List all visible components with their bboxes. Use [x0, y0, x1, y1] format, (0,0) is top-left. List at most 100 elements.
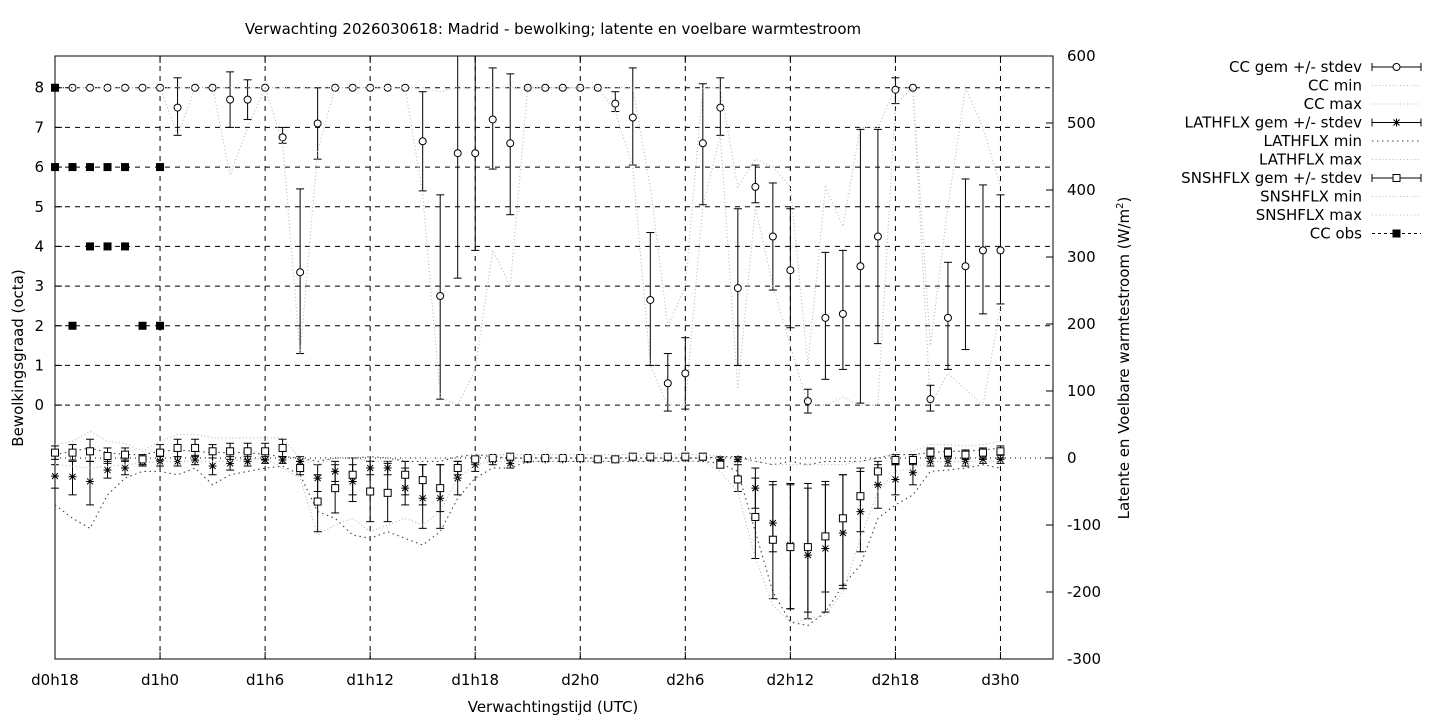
cc-gem-stdev-point [961, 262, 970, 271]
cc-gem-stdev-point [646, 295, 655, 304]
series-line-lathflx-min [54, 460, 1001, 627]
snshflx-gem-stdev-point [156, 448, 165, 457]
x-tick-label: d2h6 [666, 671, 704, 689]
snshflx-gem-stdev-point [366, 487, 375, 496]
snshflx-gem-stdev-point [173, 443, 182, 452]
snshflx-gem-stdev-point [103, 451, 112, 460]
x-axis-label: Verwachtingstijd (UTC) [468, 698, 639, 716]
snshflx-gem-stdev-point [348, 470, 357, 479]
lathflx-gem-stdev-point [103, 466, 112, 475]
snshflx-gem-stdev-point [803, 543, 812, 552]
lathflx-gem-stdev-point [86, 477, 95, 486]
lathflx-gem-stdev-point [978, 455, 987, 464]
cc-gem-stdev-point [173, 103, 182, 112]
lathflx-gem-stdev-point [506, 459, 515, 468]
cc-obs-point [138, 321, 147, 330]
cc-gem-stdev-point [873, 232, 882, 241]
legend-swatch-marker [1392, 118, 1401, 127]
y-tick-label-right: 0 [1067, 449, 1077, 467]
y-tick-label-left: 2 [34, 317, 44, 335]
y-axis-label-left: Bewolkingsgraad (octa) [9, 269, 27, 446]
cc-gem-stdev-point [628, 113, 637, 122]
cc-obs-point [68, 321, 77, 330]
x-tick-label: d0h18 [31, 671, 79, 689]
cc-obs-point [156, 163, 165, 172]
legend-label: LATHFLX max [1259, 151, 1362, 169]
cc-gem-stdev-point [541, 83, 550, 92]
cc-gem-stdev-point [698, 139, 707, 148]
cc-gem-stdev-point [576, 83, 585, 92]
plot-series [51, 55, 1005, 627]
cc-obs-point [86, 163, 95, 172]
cc-gem-stdev-point [768, 232, 777, 241]
snshflx-gem-stdev-point [191, 443, 200, 452]
lathflx-gem-stdev-point [68, 472, 77, 481]
cc-gem-stdev-point [821, 313, 830, 322]
snshflx-gem-stdev-point [768, 535, 777, 544]
cc-gem-stdev-point [436, 292, 445, 301]
snshflx-gem-stdev-point [733, 475, 742, 484]
legend-label: SNSHFLX max [1256, 206, 1362, 224]
cc-gem-stdev-point [611, 99, 620, 108]
cc-gem-stdev-point [453, 149, 462, 158]
snshflx-gem-stdev-point [401, 470, 410, 479]
cc-gem-stdev-point [856, 262, 865, 271]
snshflx-gem-stdev-point [751, 512, 760, 521]
lathflx-gem-stdev-point [908, 468, 917, 477]
snshflx-gem-stdev-point [716, 460, 725, 469]
cc-gem-stdev-point [908, 83, 917, 92]
lathflx-gem-stdev-point [243, 457, 252, 466]
snshflx-gem-stdev-point [856, 492, 865, 501]
x-tick-label: d1h12 [346, 671, 394, 689]
cc-obs-point [103, 163, 112, 172]
snshflx-gem-stdev-point [121, 450, 130, 459]
snshflx-gem-stdev-point [506, 452, 515, 461]
x-tick-label: d1h18 [451, 671, 499, 689]
snshflx-gem-stdev-point [978, 448, 987, 457]
snshflx-gem-stdev-point [296, 464, 305, 473]
y-tick-label-right: 600 [1067, 47, 1096, 65]
snshflx-gem-stdev-point [523, 454, 532, 462]
cc-gem-stdev-point [926, 395, 935, 404]
lathflx-gem-stdev-point [716, 455, 725, 464]
y-tick-label-right: -100 [1067, 516, 1101, 534]
snshflx-gem-stdev-point [331, 484, 340, 493]
y-tick-label-left: 5 [34, 198, 44, 216]
snshflx-gem-stdev-point [453, 464, 462, 473]
y-tick-label-left: 7 [34, 118, 44, 136]
snshflx-gem-stdev-point [646, 452, 655, 461]
cc-obs-point [156, 321, 165, 330]
lathflx-gem-stdev-point [471, 460, 480, 469]
cc-gem-stdev-point [243, 95, 252, 104]
lathflx-gem-stdev-point [453, 474, 462, 483]
y2-label-end: ) [1115, 197, 1133, 203]
lathflx-gem-stdev-point [208, 462, 217, 471]
y-tick-label-right: 500 [1067, 114, 1096, 132]
cc-gem-stdev-point [593, 83, 602, 92]
x-tick-label: d2h12 [767, 671, 815, 689]
legend-label: CC gem +/- stdev [1229, 58, 1362, 76]
x-tick-label: d2h0 [561, 671, 599, 689]
cc-gem-stdev-point [523, 83, 532, 92]
y-tick-label-left: 3 [34, 277, 44, 295]
cc-gem-stdev-point [978, 246, 987, 255]
chart-title: Verwachting 2026030618: Madrid - bewolki… [245, 20, 861, 38]
legend-label: CC max [1304, 95, 1363, 113]
snshflx-gem-stdev-point [226, 447, 235, 456]
snshflx-gem-stdev-point [821, 532, 830, 541]
snshflx-gem-stdev-point [663, 452, 672, 461]
cc-gem-stdev-point [786, 266, 795, 275]
snshflx-gem-stdev-point [68, 448, 77, 457]
y-tick-label-right: 300 [1067, 248, 1096, 266]
cc-gem-stdev-point [471, 149, 480, 158]
cc-gem-stdev-point [506, 139, 515, 148]
snshflx-gem-stdev-point [961, 450, 970, 459]
snshflx-gem-stdev-point [383, 488, 392, 497]
cc-gem-stdev-point [681, 369, 690, 378]
lathflx-gem-stdev-point [51, 472, 59, 481]
cc-gem-stdev-point [226, 95, 235, 104]
snshflx-gem-stdev-point [488, 454, 497, 462]
snshflx-gem-stdev-point [943, 448, 952, 457]
legend-swatch-marker [1392, 63, 1401, 71]
series-line-cc-max [72, 85, 1002, 366]
